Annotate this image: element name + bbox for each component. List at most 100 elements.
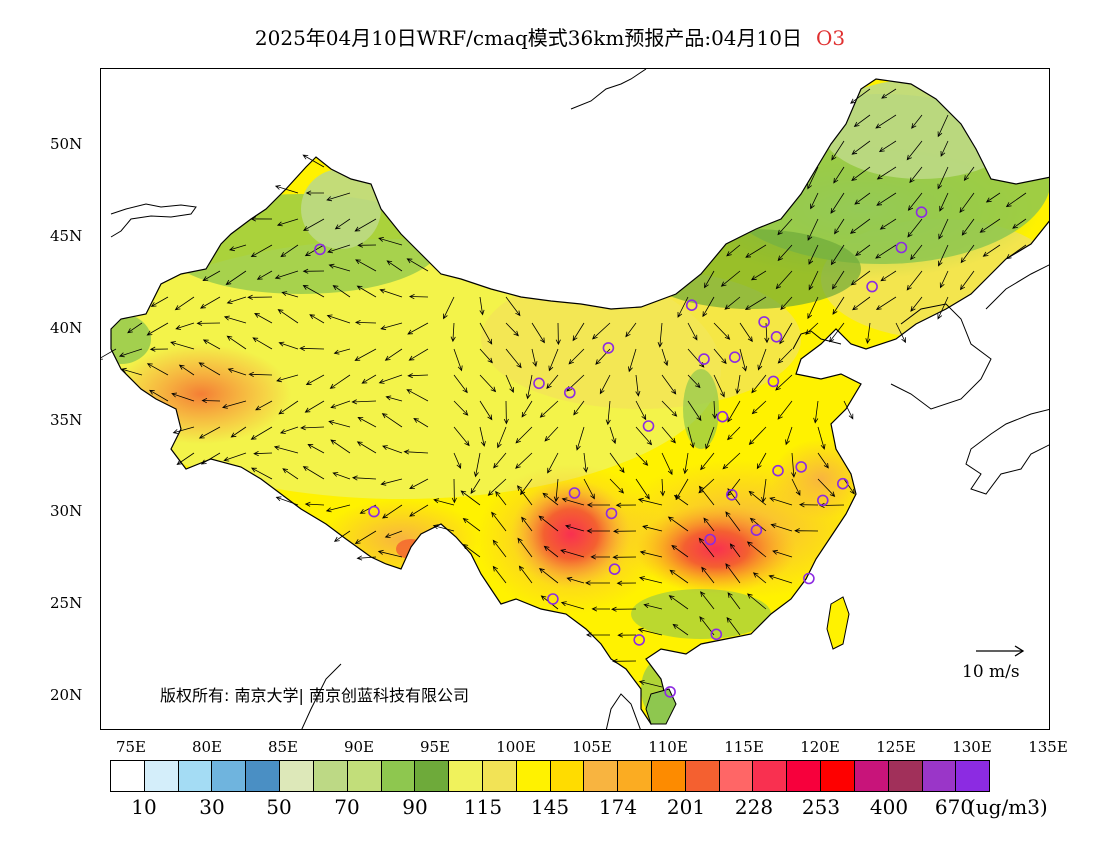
wind-arrow	[739, 348, 748, 372]
wind-arrow	[575, 426, 585, 451]
wind-arrow	[638, 680, 663, 688]
colorbar-cell	[956, 761, 990, 791]
site-marker	[314, 243, 326, 256]
india-coast	[301, 663, 342, 729]
taiwan-island	[826, 596, 850, 650]
wind-arrow	[305, 190, 324, 196]
wind-arrow	[560, 549, 585, 558]
lon-label-130e: 130E	[952, 738, 992, 756]
wind-arrow	[309, 314, 325, 324]
site-marker	[728, 351, 741, 364]
wind-arrow	[382, 445, 403, 454]
wind-arrow	[334, 218, 351, 230]
site-marker	[795, 461, 808, 473]
wind-arrow	[275, 496, 299, 506]
wind-arrow	[701, 566, 715, 584]
wind-arrow	[700, 452, 715, 471]
wind-arrow	[720, 270, 741, 287]
wind-arrow	[798, 502, 819, 508]
wind-arrow	[250, 244, 273, 258]
wind-arrow	[830, 244, 845, 266]
wind-arrow	[761, 478, 767, 503]
wind-arrow	[876, 166, 897, 180]
wind-arrow	[672, 623, 689, 636]
wind-arrow	[248, 371, 273, 377]
wind-arrow	[492, 565, 507, 584]
wind-arrow	[617, 632, 637, 638]
concentration-field	[111, 79, 1049, 724]
wind-arrow	[661, 374, 677, 395]
wind-arrow	[279, 426, 299, 434]
lat-label-35n: 35N	[50, 411, 83, 429]
wind-arrow	[302, 285, 325, 298]
wind-arrow	[748, 490, 767, 506]
wind-arrow	[687, 322, 698, 341]
wind-arrow	[408, 348, 429, 361]
wind-arrow	[479, 296, 485, 316]
wind-arrow	[906, 270, 923, 291]
wind-arrow	[149, 346, 169, 352]
wind-arrow	[273, 445, 299, 454]
colorbar-cell	[719, 761, 754, 791]
wind-arrow	[518, 565, 533, 584]
wind-arrow	[850, 88, 871, 104]
wind-arrow	[979, 218, 1001, 233]
lat-label-25n: 25N	[50, 594, 83, 612]
wind-arrow	[274, 270, 299, 280]
wind-arrow	[432, 524, 455, 532]
coastline-lake	[570, 69, 647, 110]
title-main: 2025年04月10日WRF/cmaq模式36km预报产品:04月10日	[254, 26, 802, 50]
site-marker	[803, 572, 815, 585]
wind-arrow	[807, 166, 819, 190]
wind-arrow	[959, 270, 975, 291]
wind-arrow	[453, 400, 469, 416]
lon-label-135e: 135E	[1028, 738, 1068, 756]
colorbar-cell	[111, 761, 145, 791]
wind-arrow	[660, 478, 666, 497]
wind-arrow	[813, 400, 819, 424]
coastline-west	[110, 203, 197, 238]
wind-arrow	[356, 441, 377, 454]
bohai-coast	[792, 330, 842, 350]
wind-arrow	[327, 244, 351, 254]
wind-arrow	[548, 348, 559, 372]
wind-arrow	[302, 466, 325, 480]
wind-arrow	[568, 348, 585, 365]
wind-arrow	[357, 416, 377, 428]
wind-arrow	[356, 285, 377, 298]
wind-arrow	[170, 341, 195, 350]
wind-arrow	[852, 296, 871, 311]
wind-arrow	[807, 296, 819, 320]
russia-coast	[985, 264, 1049, 310]
lon-label-80e: 80E	[191, 738, 223, 756]
site-marker	[642, 420, 655, 432]
wind-arrow	[470, 478, 481, 494]
wind-arrow	[491, 511, 507, 532]
wind-arrow	[668, 595, 689, 610]
colorbar-cell	[854, 761, 889, 791]
wind-arrow	[876, 192, 897, 206]
wind-arrow	[750, 270, 767, 281]
site-marker	[710, 628, 723, 641]
wind-arrow	[911, 114, 923, 129]
wind-vector-field	[101, 88, 1027, 688]
wind-arrow	[777, 348, 793, 364]
wind-arrow	[403, 449, 429, 455]
wind-arrow	[378, 237, 403, 246]
wind-arrow	[351, 399, 377, 405]
wind-arrow	[255, 400, 273, 411]
wind-arrow	[810, 192, 819, 210]
wind-arrow	[879, 218, 897, 230]
wind-arrow	[960, 244, 975, 264]
wind-arrow	[384, 348, 403, 361]
wind-arrow	[757, 348, 767, 371]
lon-label-105e: 105E	[572, 738, 612, 756]
wind-arrow	[749, 517, 767, 532]
wind-arrow	[937, 114, 949, 138]
wind-arrow	[120, 367, 143, 376]
wind-arrow	[586, 528, 611, 534]
wind-arrow	[875, 296, 897, 310]
lon-label-90e: 90E	[343, 738, 375, 756]
site-marker	[633, 634, 646, 646]
wind-arrow	[807, 218, 819, 241]
